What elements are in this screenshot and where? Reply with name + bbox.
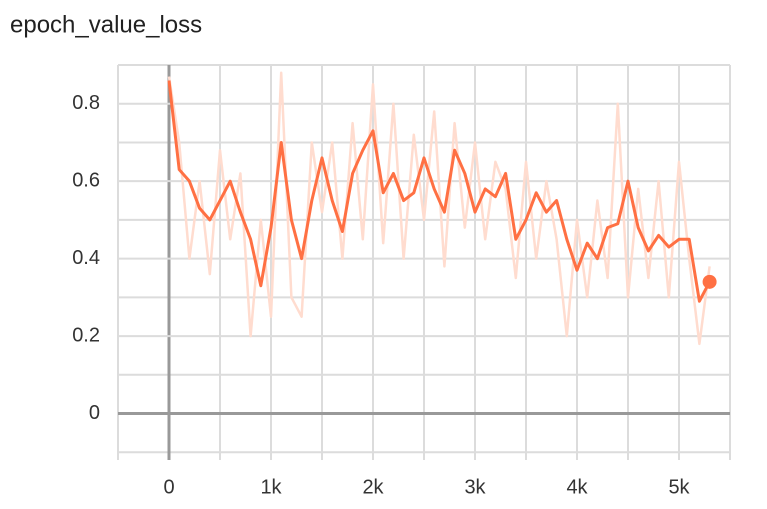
- series-line: [167, 80, 711, 303]
- y-tick-label: 0.4: [72, 247, 100, 269]
- y-tick-label: 0.8: [72, 92, 100, 114]
- x-tick-label: 5k: [668, 476, 690, 498]
- x-tick-label: 4k: [566, 476, 588, 498]
- chart-title: epoch_value_loss: [10, 11, 202, 38]
- x-tick-label: 0: [163, 476, 174, 498]
- y-tick-label: 0.2: [72, 324, 100, 346]
- x-tick-label: 1k: [260, 476, 282, 498]
- y-tick-label: 0.6: [72, 169, 100, 191]
- series-line: [167, 71, 711, 346]
- last-point-marker: [702, 274, 717, 289]
- x-tick-label: 2k: [362, 476, 384, 498]
- x-tick-label: 3k: [464, 476, 486, 498]
- y-tick-label: 0: [89, 402, 100, 424]
